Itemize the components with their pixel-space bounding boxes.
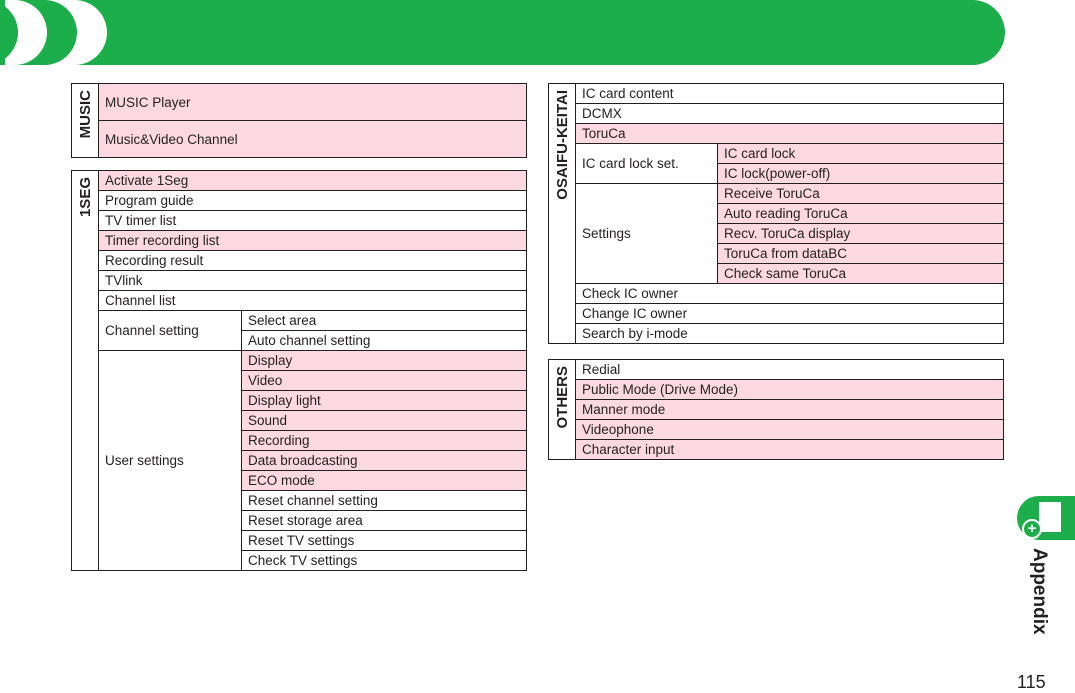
- menu-section-others: OTHERS Redial Public Mode (Drive Mode) Mann…: [548, 359, 1004, 460]
- menu-item[interactable]: TVlink: [98, 270, 527, 291]
- appendix-label: Appendix: [1029, 548, 1050, 635]
- menu-item[interactable]: User settings: [98, 350, 242, 571]
- page-icon: [1039, 502, 1061, 532]
- section-label: OSAIFU-KEITAI: [553, 90, 571, 200]
- section-label: OTHERS: [553, 366, 571, 429]
- menu-item[interactable]: Settings: [575, 183, 718, 284]
- submenu-item[interactable]: ECO mode: [241, 470, 527, 491]
- submenu-item[interactable]: Auto channel setting: [241, 330, 527, 351]
- menu-item[interactable]: Public Mode (Drive Mode): [575, 379, 1004, 400]
- menu-item[interactable]: Channel list: [98, 290, 527, 311]
- section-label: 1SEG: [76, 177, 94, 218]
- submenu-item[interactable]: Sound: [241, 410, 527, 431]
- submenu-item[interactable]: Data broadcasting: [241, 450, 527, 471]
- menu-item[interactable]: Activate 1Seg: [98, 170, 527, 191]
- banner-arc: [0, 0, 18, 65]
- submenu-item[interactable]: Recv. ToruCa display: [717, 223, 1004, 244]
- submenu-item[interactable]: Video: [241, 370, 527, 391]
- submenu-item[interactable]: Reset channel setting: [241, 490, 527, 511]
- submenu-item[interactable]: Auto reading ToruCa: [717, 203, 1004, 224]
- menu-item[interactable]: Character input: [575, 439, 1004, 460]
- menu-item[interactable]: IC card content: [575, 83, 1004, 104]
- submenu-item[interactable]: IC card lock: [717, 143, 1004, 164]
- header-banner: [0, 0, 1005, 65]
- menu-item[interactable]: Recording result: [98, 250, 527, 271]
- menu-item[interactable]: TV timer list: [98, 210, 527, 231]
- menu-item[interactable]: Manner mode: [575, 399, 1004, 420]
- submenu-item[interactable]: Receive ToruCa: [717, 183, 1004, 204]
- submenu-item[interactable]: Recording: [241, 430, 527, 451]
- menu-item[interactable]: Program guide: [98, 190, 527, 211]
- menu-item[interactable]: Search by i-mode: [575, 323, 1004, 344]
- menu-item[interactable]: Videophone: [575, 419, 1004, 440]
- section-label: MUSIC: [76, 90, 94, 139]
- menu-section-music: MUSIC MUSIC Player Music&Video Channel: [71, 83, 527, 158]
- menu-item[interactable]: IC card lock set.: [575, 143, 718, 184]
- menu-item[interactable]: Music&Video Channel: [98, 120, 527, 158]
- submenu-item[interactable]: IC lock(power-off): [717, 163, 1004, 184]
- submenu-item[interactable]: Check same ToruCa: [717, 263, 1004, 284]
- menu-section-osaifu-keitai: OSAIFU-KEITAI IC card content DCMX ToruCa IC…: [548, 83, 1004, 344]
- submenu-item[interactable]: Reset storage area: [241, 510, 527, 531]
- page-number: 115: [1017, 672, 1046, 692]
- menu-item[interactable]: ToruCa: [575, 123, 1004, 144]
- submenu-item[interactable]: ToruCa from dataBC: [717, 243, 1004, 264]
- appendix-plus-icon: +: [1022, 519, 1042, 539]
- menu-item[interactable]: Redial: [575, 359, 1004, 380]
- menu-item[interactable]: DCMX: [575, 103, 1004, 124]
- submenu-item[interactable]: Check TV settings: [241, 550, 527, 571]
- appendix-tab[interactable]: +: [1017, 496, 1075, 540]
- menu-item[interactable]: Timer recording list: [98, 230, 527, 251]
- submenu-item[interactable]: Display light: [241, 390, 527, 411]
- menu-item[interactable]: Change IC owner: [575, 303, 1004, 324]
- menu-item[interactable]: Channel setting: [98, 310, 242, 351]
- submenu-item[interactable]: Reset TV settings: [241, 530, 527, 551]
- menu-section-1seg: 1SEG Activate 1Seg Program guide TV timer l…: [71, 170, 527, 571]
- menu-item[interactable]: Check IC owner: [575, 283, 1004, 304]
- submenu-item[interactable]: Display: [241, 350, 527, 371]
- menu-item[interactable]: MUSIC Player: [98, 83, 527, 121]
- submenu-item[interactable]: Select area: [241, 310, 527, 331]
